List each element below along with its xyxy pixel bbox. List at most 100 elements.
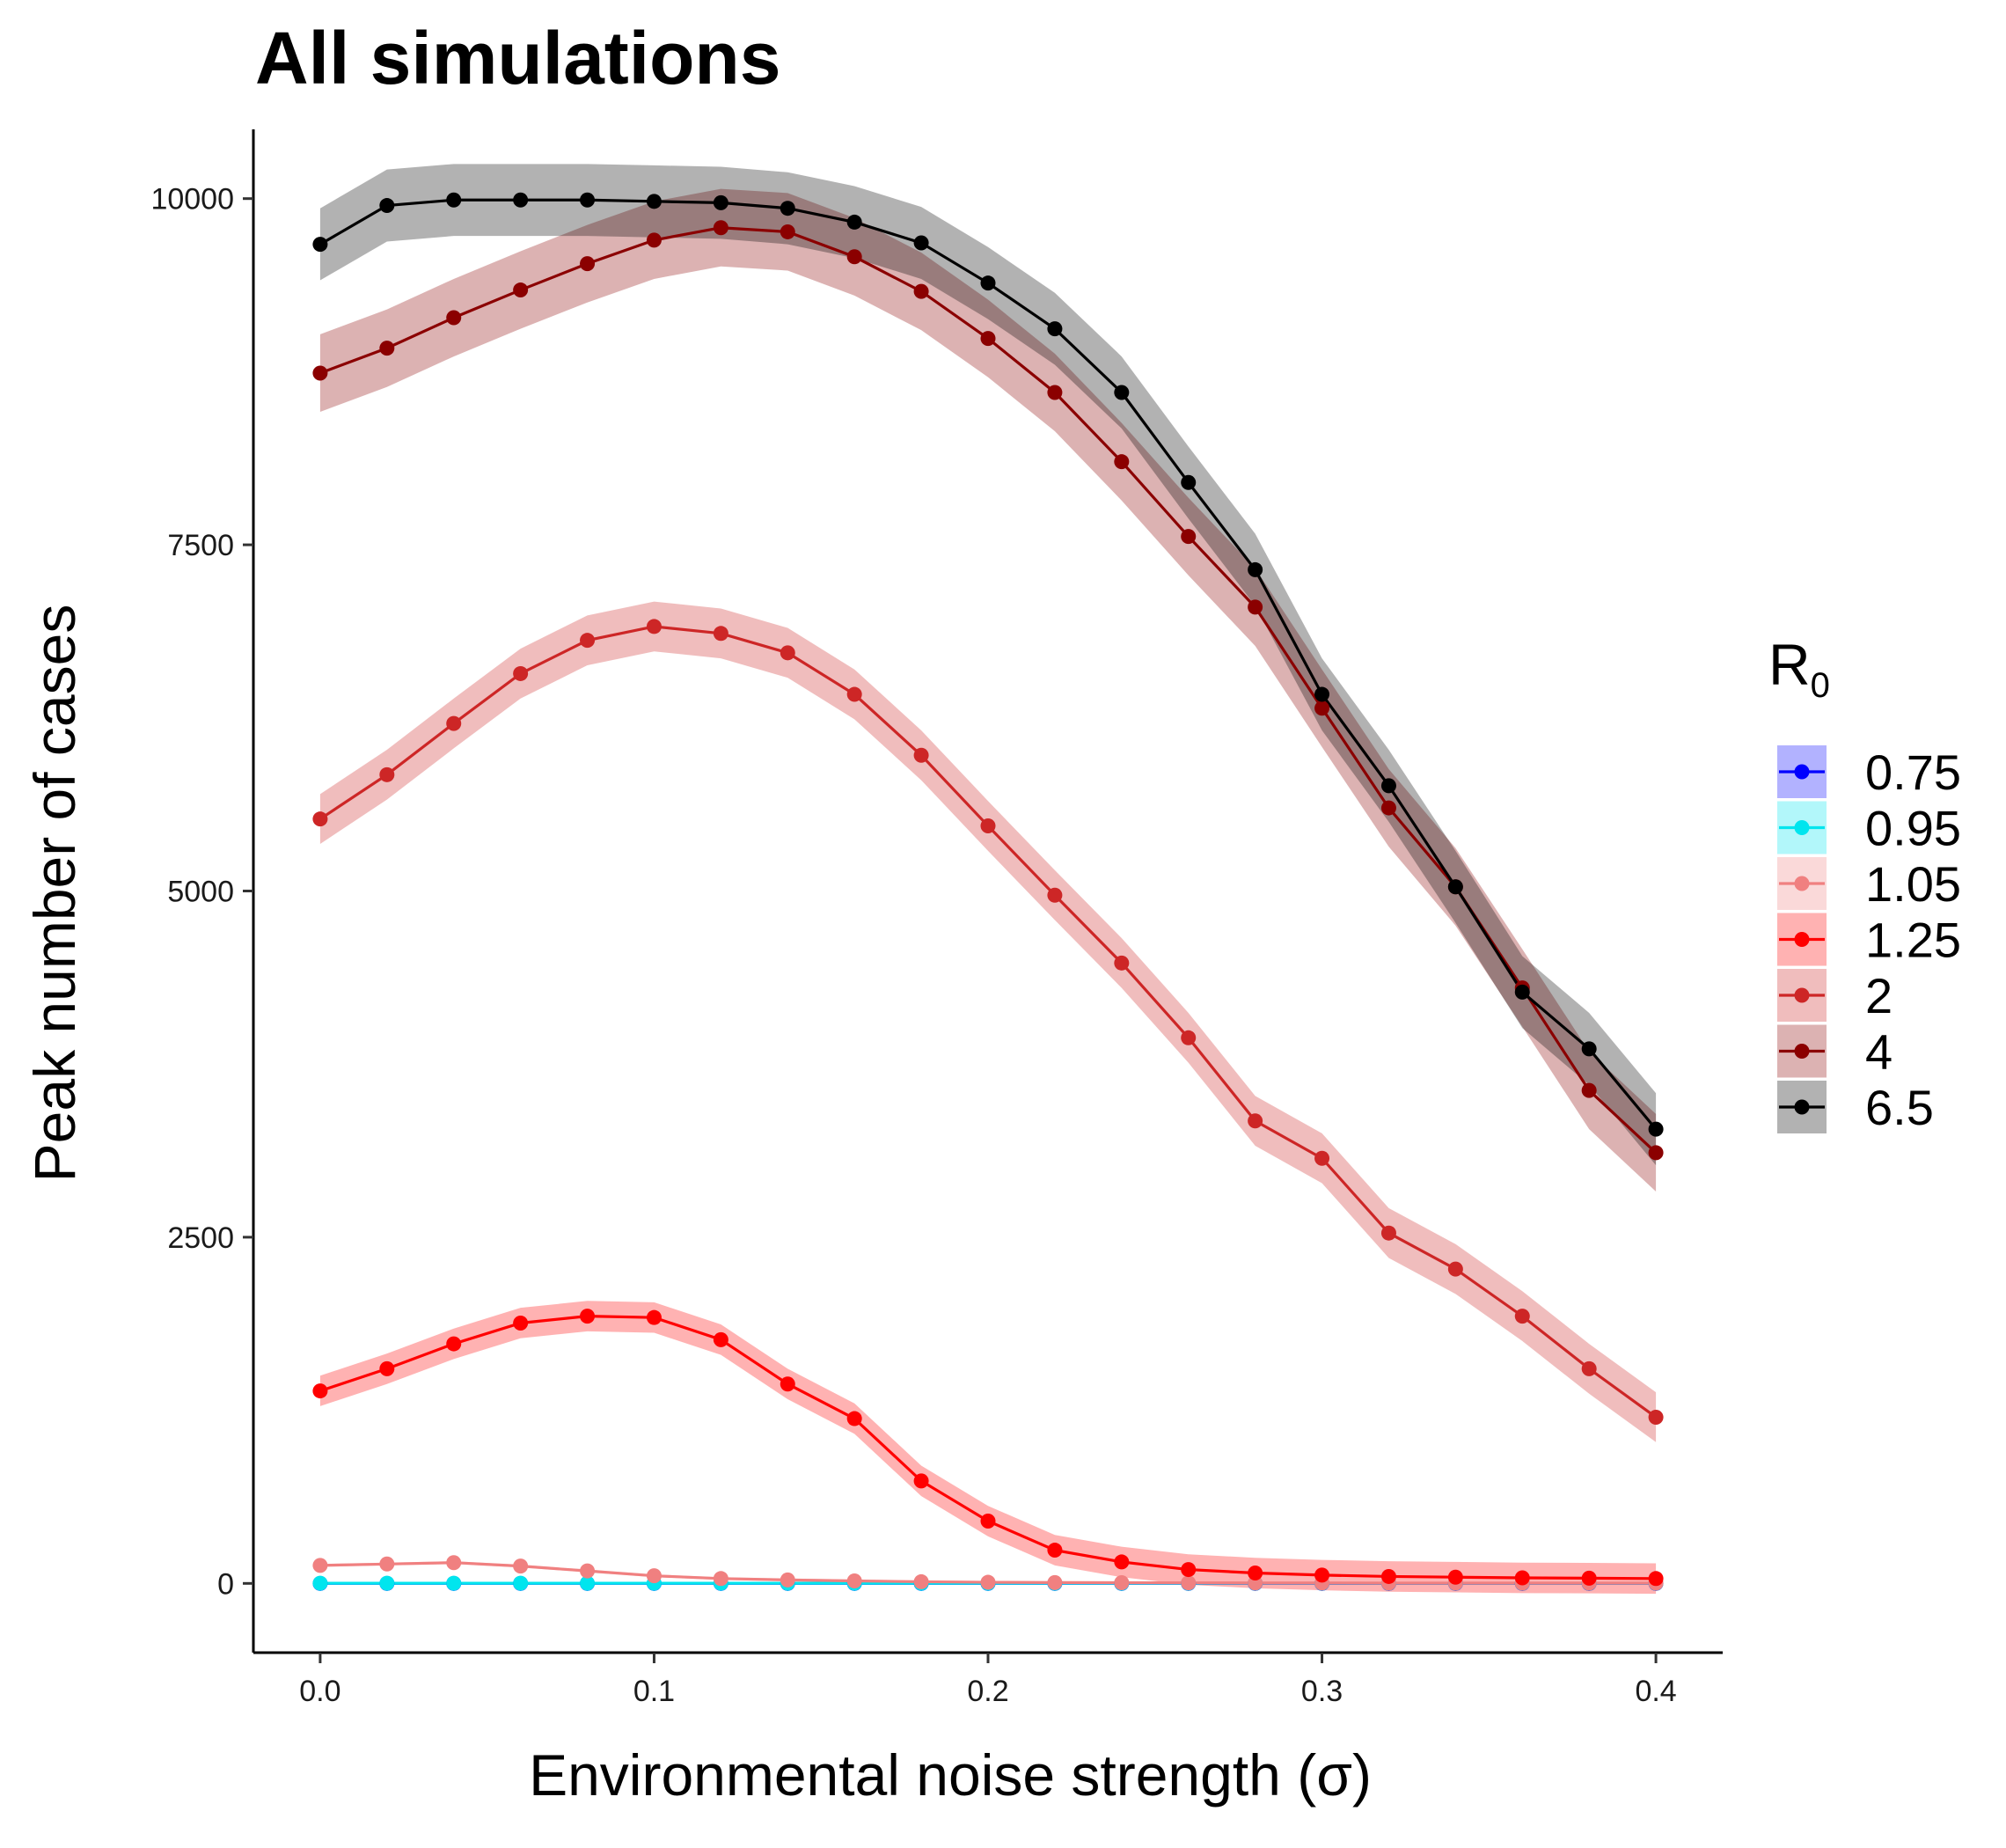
- point-r0-6-5: [1648, 1121, 1664, 1137]
- legend-label: 1.05: [1865, 856, 1961, 912]
- x-axis-title: Environmental noise strength (σ): [529, 1742, 1372, 1808]
- point-r0-2: [312, 811, 328, 827]
- point-r0-4: [1114, 454, 1130, 470]
- legend-title: R0: [1768, 632, 1830, 705]
- point-r0-4: [1248, 599, 1263, 615]
- point-r0-1-05: [846, 1573, 862, 1588]
- point-r0-6-5: [580, 192, 596, 208]
- series-points: [312, 192, 1664, 1591]
- point-r0-4: [580, 256, 596, 272]
- point-r0-4: [1581, 1082, 1597, 1098]
- point-r0-2: [1380, 1225, 1396, 1241]
- point-r0-1-05: [646, 1568, 662, 1584]
- point-r0-2: [1114, 955, 1130, 971]
- point-r0-4: [713, 220, 728, 236]
- point-r0-1-25: [312, 1383, 328, 1399]
- point-r0-6-5: [1248, 561, 1263, 577]
- point-r0-1-05: [513, 1558, 529, 1574]
- legend-key-point: [1794, 987, 1810, 1003]
- y-tick-label: 2500: [167, 1221, 234, 1255]
- point-r0-4: [1380, 800, 1396, 816]
- x-tick-label: 0.1: [633, 1675, 675, 1708]
- legend-key-point: [1794, 820, 1810, 835]
- point-r0-6-5: [1047, 321, 1063, 337]
- point-r0-6-5: [379, 198, 395, 214]
- point-r0-4: [1314, 700, 1330, 716]
- point-r0-2: [1447, 1261, 1463, 1277]
- point-r0-1-05: [713, 1571, 728, 1587]
- point-r0-4: [980, 331, 996, 347]
- point-r0-0-95: [513, 1575, 529, 1591]
- point-r0-4: [846, 249, 862, 265]
- point-r0-2: [846, 686, 862, 702]
- point-r0-1-05: [1114, 1575, 1130, 1591]
- line-r0-1-25: [319, 1315, 1657, 1580]
- legend-item-r0-0-95: 0.95: [1777, 801, 1961, 856]
- x-tick-label: 0.0: [299, 1675, 340, 1708]
- legend-item-r0-0-75: 0.75: [1777, 744, 1961, 800]
- y-tick-label: 7500: [167, 529, 234, 562]
- point-r0-1-05: [312, 1558, 328, 1573]
- point-r0-4: [379, 341, 395, 356]
- point-r0-2: [1514, 1309, 1530, 1324]
- y-tick-label: 5000: [167, 876, 234, 909]
- point-r0-2: [780, 645, 795, 661]
- point-r0-4: [646, 232, 662, 248]
- point-r0-1-05: [780, 1572, 795, 1588]
- point-r0-2: [379, 766, 395, 782]
- point-r0-1-25: [646, 1309, 662, 1325]
- point-r0-6-5: [846, 214, 862, 230]
- point-r0-6-5: [1114, 385, 1130, 400]
- point-r0-1-25: [846, 1411, 862, 1426]
- point-r0-6-5: [1380, 778, 1396, 794]
- point-r0-6-5: [1581, 1041, 1597, 1057]
- point-r0-2: [713, 626, 728, 642]
- legend-key-point: [1794, 1099, 1810, 1115]
- point-r0-1-25: [913, 1473, 929, 1489]
- point-r0-2: [513, 665, 529, 681]
- point-r0-1-25: [1248, 1566, 1263, 1581]
- legend-label: 6.5: [1865, 1080, 1934, 1135]
- point-r0-1-25: [1648, 1571, 1664, 1587]
- point-r0-6-5: [1181, 474, 1197, 490]
- x-tick-label: 0.3: [1301, 1675, 1343, 1708]
- ribbon-r0-4: [319, 188, 1657, 1192]
- point-r0-1-25: [580, 1309, 596, 1324]
- point-r0-2: [1047, 887, 1063, 903]
- point-r0-6-5: [780, 201, 795, 216]
- x-tick-label: 0.2: [967, 1675, 1008, 1708]
- point-r0-1-25: [513, 1315, 529, 1331]
- point-r0-6-5: [1447, 879, 1463, 895]
- point-r0-4: [446, 310, 462, 326]
- point-r0-1-25: [1181, 1562, 1197, 1578]
- point-r0-0-95: [446, 1575, 462, 1591]
- point-r0-6-5: [513, 192, 529, 208]
- point-r0-6-5: [446, 192, 462, 208]
- point-r0-6-5: [980, 275, 996, 291]
- point-r0-6-5: [312, 237, 328, 253]
- point-r0-1-05: [1047, 1574, 1063, 1590]
- point-r0-1-25: [1114, 1554, 1130, 1570]
- point-r0-6-5: [713, 194, 728, 210]
- y-axis-ticks: 0 2500 5000 7500 10000: [150, 183, 253, 1601]
- ribbon-r0-1-25: [319, 1301, 1657, 1595]
- legend-item-r0-6-5: 6.5: [1777, 1080, 1934, 1135]
- point-r0-1-25: [1447, 1569, 1463, 1585]
- point-r0-1-25: [1380, 1568, 1396, 1584]
- legend-label: 2: [1865, 968, 1893, 1023]
- point-r0-1-05: [980, 1574, 996, 1590]
- point-r0-1-05: [580, 1563, 596, 1579]
- point-r0-0-95: [312, 1575, 328, 1591]
- point-r0-6-5: [1514, 984, 1530, 1000]
- point-r0-4: [780, 224, 795, 239]
- legend-label: 0.95: [1865, 801, 1961, 856]
- point-r0-4: [1181, 529, 1197, 545]
- legend-label: 4: [1865, 1024, 1893, 1080]
- point-r0-2: [580, 633, 596, 649]
- point-r0-1-05: [379, 1556, 395, 1572]
- legend-key-point: [1794, 932, 1810, 947]
- y-tick-label: 10000: [150, 183, 234, 216]
- point-r0-6-5: [646, 194, 662, 209]
